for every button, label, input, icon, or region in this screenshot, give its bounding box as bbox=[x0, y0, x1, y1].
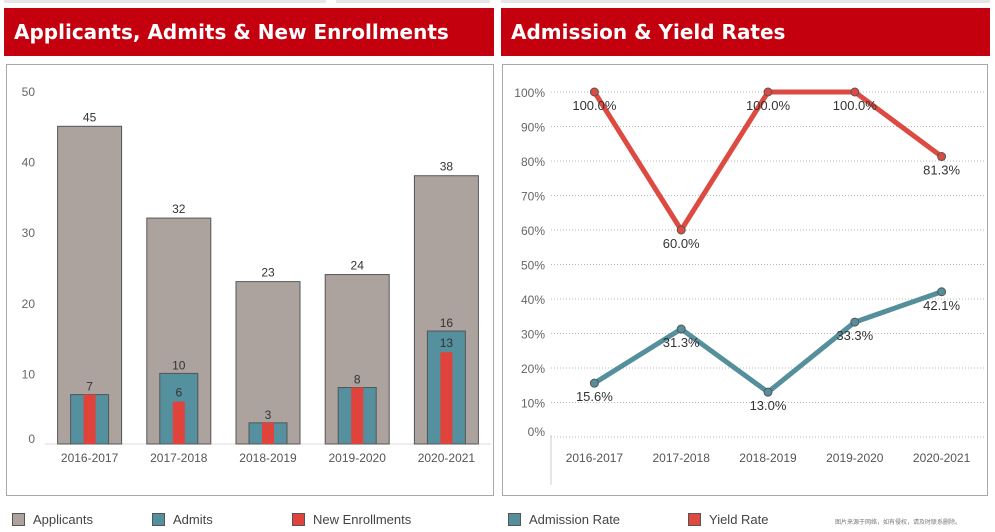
bar-chart: 0 10 20 30 40 50 45 7 2016-2017 32 10 6 2017-2018 23 3… bbox=[22, 85, 491, 465]
label-applicants-2020-2021: 38 bbox=[440, 160, 454, 174]
label-admission-rate-2016-2017: 15.6% bbox=[576, 389, 613, 404]
y-tick-90: 90% bbox=[521, 121, 545, 135]
label-admits-2020-2021: 16 bbox=[440, 316, 454, 330]
legend-label-admits: Admits bbox=[173, 512, 213, 527]
legend-item-admits[interactable]: Admits bbox=[152, 512, 213, 527]
label-new-enrollments-2017-2018: 6 bbox=[175, 386, 182, 400]
bar-new-enrollments-2018-2019 bbox=[262, 422, 274, 444]
point-yield-rate-2017-2018 bbox=[676, 225, 686, 235]
bar-new-enrollments-2017-2018 bbox=[172, 401, 185, 444]
bar-new-enrollments-2016-2017 bbox=[83, 394, 96, 444]
point-admission-rate-2016-2017 bbox=[589, 378, 599, 388]
top-strip-left bbox=[4, 0, 326, 3]
label-admits-2017-2018: 10 bbox=[172, 358, 186, 372]
label-yield-rate-2017-2018: 60.0% bbox=[663, 236, 700, 251]
right-panel-title: Admission & Yield Rates bbox=[511, 20, 786, 44]
x-tick-2020-2021: 2020-2021 bbox=[418, 451, 476, 465]
bar-new-enrollments-2020-2021 bbox=[440, 352, 453, 444]
legend-swatch-yield-rate bbox=[688, 513, 701, 526]
point-admission-rate-2019-2020 bbox=[850, 317, 860, 327]
legend-label-new-enrollments: New Enrollments bbox=[313, 512, 412, 527]
point-admission-rate-2018-2019 bbox=[763, 387, 773, 397]
y-tick-20: 20 bbox=[22, 297, 36, 311]
label-admission-rate-2019-2020: 33.3% bbox=[836, 328, 873, 343]
label-admits-2018-2019: 3 bbox=[265, 408, 272, 422]
x-tick-2018-2019: 2018-2019 bbox=[739, 451, 797, 465]
legend-swatch-admits bbox=[152, 513, 165, 526]
x-tick-2019-2020: 2019-2020 bbox=[329, 451, 387, 465]
point-yield-rate-2016-2017 bbox=[589, 87, 599, 97]
x-tick-2019-2020: 2019-2020 bbox=[826, 451, 884, 465]
legend-swatch-new-enrollments bbox=[292, 513, 305, 526]
label-applicants-2018-2019: 23 bbox=[261, 266, 275, 280]
label-admission-rate-2020-2021: 42.1% bbox=[923, 298, 960, 313]
label-yield-rate-2016-2017: 100.0% bbox=[572, 98, 617, 113]
top-strip-middle bbox=[336, 0, 490, 3]
y-tick-50: 50% bbox=[521, 259, 545, 273]
y-tick-10: 10 bbox=[22, 367, 36, 381]
x-tick-2017-2018: 2017-2018 bbox=[653, 451, 711, 465]
bar-applicants-2018-2019 bbox=[235, 281, 301, 445]
left-panel-title: Applicants, Admits & New Enrollments bbox=[14, 20, 449, 44]
line-admission-rate bbox=[591, 289, 945, 395]
y-tick-60: 60% bbox=[521, 224, 545, 238]
y-tick-0: 0 bbox=[28, 432, 35, 446]
x-tick-2016-2017: 2016-2017 bbox=[566, 451, 624, 465]
y-tick-20: 20% bbox=[521, 362, 545, 376]
point-yield-rate-2018-2019 bbox=[763, 87, 773, 97]
footnote: 图片来源于网络，如有侵权，请及时联系删除。 bbox=[835, 520, 962, 526]
y-tick-100: 100% bbox=[514, 86, 545, 100]
line-chart-panel: 0% 10% 20% 30% 40% 50% 60% 70% 80% 90% 100% 100.0% 6… bbox=[502, 64, 988, 496]
point-admission-rate-2017-2018 bbox=[676, 324, 686, 334]
label-admits-2019-2020: 8 bbox=[354, 373, 361, 387]
y-tick-0: 0% bbox=[528, 425, 546, 439]
legend-item-yield-rate[interactable]: Yield Rate bbox=[688, 512, 769, 527]
point-yield-rate-2019-2020 bbox=[850, 87, 860, 97]
legend-item-new-enrollments[interactable]: New Enrollments bbox=[292, 512, 411, 527]
bar-new-enrollments-2019-2020 bbox=[351, 387, 364, 444]
label-yield-rate-2018-2019: 100.0% bbox=[746, 98, 791, 113]
legend-item-admission-rate[interactable]: Admission Rate bbox=[508, 512, 620, 527]
legend-label-admission-rate: Admission Rate bbox=[529, 512, 621, 527]
top-strip-right bbox=[501, 0, 990, 3]
x-tick-2017-2018: 2017-2018 bbox=[150, 451, 208, 465]
legend-swatch-applicants bbox=[12, 513, 25, 526]
label-admission-rate-2018-2019: 13.0% bbox=[750, 398, 787, 413]
label-yield-rate-2020-2021: 81.3% bbox=[923, 163, 960, 178]
y-tick-40: 40% bbox=[521, 293, 545, 307]
label-applicants-2017-2018: 32 bbox=[172, 202, 186, 216]
x-tick-2020-2021: 2020-2021 bbox=[913, 451, 971, 465]
x-tick-2016-2017: 2016-2017 bbox=[61, 451, 119, 465]
label-applicants-2016-2017: 45 bbox=[83, 110, 97, 124]
legend-item-applicants[interactable]: Applicants bbox=[12, 512, 93, 527]
y-tick-50: 50 bbox=[22, 85, 36, 99]
y-tick-30: 30% bbox=[521, 328, 545, 342]
label-new-enrollments-2020-2021: 13 bbox=[440, 336, 454, 350]
label-applicants-2019-2020: 24 bbox=[351, 259, 365, 273]
point-yield-rate-2020-2021 bbox=[937, 152, 947, 162]
right-panel-header: Admission & Yield Rates bbox=[501, 8, 990, 56]
left-panel-header: Applicants, Admits & New Enrollments bbox=[4, 8, 494, 56]
legend-label-yield-rate: Yield Rate bbox=[709, 512, 769, 527]
point-admission-rate-2020-2021 bbox=[937, 287, 947, 297]
y-tick-40: 40 bbox=[22, 156, 36, 170]
y-tick-10: 10% bbox=[521, 397, 545, 411]
y-tick-30: 30 bbox=[22, 226, 36, 240]
x-tick-2018-2019: 2018-2019 bbox=[239, 451, 297, 465]
label-admission-rate-2017-2018: 31.3% bbox=[663, 335, 700, 350]
y-tick-70: 70% bbox=[521, 190, 545, 204]
y-tick-80: 80% bbox=[521, 155, 545, 169]
label-yield-rate-2019-2020: 100.0% bbox=[833, 98, 878, 113]
label-admits-2016-2017: 7 bbox=[86, 380, 93, 394]
line-chart: 0% 10% 20% 30% 40% 50% 60% 70% 80% 90% 100% 100.0% 6… bbox=[514, 86, 985, 485]
legend-swatch-admission-rate bbox=[508, 513, 521, 526]
legend-label-applicants: Applicants bbox=[33, 512, 93, 527]
bar-chart-panel: 0 10 20 30 40 50 45 7 2016-2017 32 10 6 2017-2018 23 3… bbox=[6, 64, 494, 496]
